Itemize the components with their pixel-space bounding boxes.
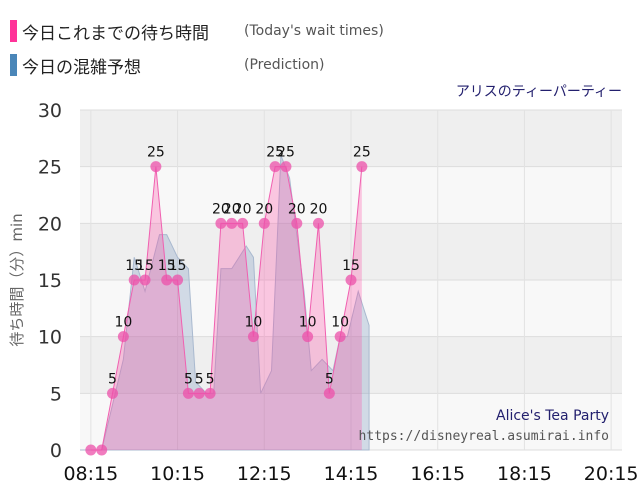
actual-point <box>323 387 335 399</box>
legend-actual-label: 今日これまでの待ち時間 <box>22 23 209 44</box>
actual-point <box>182 387 194 399</box>
data-label: 20 <box>255 201 273 217</box>
actual-point <box>247 331 259 343</box>
data-label: 15 <box>342 258 360 274</box>
data-label: 15 <box>136 258 154 274</box>
actual-point <box>161 274 173 286</box>
actual-point <box>237 217 249 229</box>
actual-point <box>96 444 108 456</box>
actual-point <box>128 274 140 286</box>
actual-point <box>291 217 303 229</box>
data-label: 20 <box>288 201 306 217</box>
data-label: 5 <box>206 371 215 387</box>
actual-point <box>85 444 97 456</box>
y-tick-label: 25 <box>38 157 62 179</box>
data-label: 5 <box>108 371 117 387</box>
legend: 今日これまでの待ち時間 (Today's wait times) 今日の混雑予想… <box>10 18 384 78</box>
actual-point <box>107 387 119 399</box>
data-label: 25 <box>266 145 284 161</box>
x-tick-label: 14:15 <box>324 463 379 485</box>
watermark-url: https://disneyreal.asumirai.info <box>359 429 609 444</box>
data-label: 10 <box>114 315 132 331</box>
legend-actual-swatch <box>10 20 17 42</box>
y-tick-label: 20 <box>38 213 62 235</box>
legend-prediction-sub: (Prediction) <box>244 57 325 73</box>
data-label: 25 <box>277 145 295 161</box>
x-tick-label: 18:15 <box>497 463 552 485</box>
data-label: 25 <box>353 145 371 161</box>
actual-point <box>334 331 346 343</box>
legend-prediction-label: 今日の混雑予想 <box>22 57 141 78</box>
actual-area <box>90 166 362 450</box>
y-tick-label: 10 <box>38 327 62 349</box>
data-label: 10 <box>245 315 263 331</box>
actual-point <box>302 331 314 343</box>
actual-point <box>269 161 281 173</box>
data-label: 20 <box>310 201 328 217</box>
legend-actual-sub: (Today's wait times) <box>244 23 384 39</box>
x-tick-label: 12:15 <box>237 463 292 485</box>
data-label: 15 <box>169 258 187 274</box>
actual-point <box>226 217 238 229</box>
y-tick-label: 15 <box>38 270 62 292</box>
actual-point <box>172 274 184 286</box>
data-label: 5 <box>195 371 204 387</box>
actual-point <box>356 161 368 173</box>
actual-point <box>193 387 205 399</box>
actual-point <box>139 274 151 286</box>
data-label: 15 <box>158 258 176 274</box>
actual-point <box>204 387 216 399</box>
actual-point <box>280 161 292 173</box>
actual-point <box>150 161 162 173</box>
legend-actual: 今日これまでの待ち時間 (Today's wait times) <box>10 18 384 44</box>
actual-point <box>215 217 227 229</box>
legend-prediction-swatch <box>10 54 17 76</box>
actual-point <box>117 331 129 343</box>
y-tick-label: 0 <box>50 440 62 462</box>
data-label: 20 <box>234 201 252 217</box>
x-tick-label: 10:15 <box>150 463 205 485</box>
legend-prediction: 今日の混雑予想 (Prediction) <box>10 52 384 78</box>
data-label: 20 <box>212 201 230 217</box>
x-tick-label: 08:15 <box>63 463 118 485</box>
data-label: 10 <box>331 315 349 331</box>
x-tick-label: 20:15 <box>584 463 639 485</box>
data-label: 10 <box>299 315 317 331</box>
data-label: 5 <box>184 371 193 387</box>
actual-point <box>345 274 357 286</box>
data-label: 25 <box>147 145 165 161</box>
actual-point <box>312 217 324 229</box>
data-label: 5 <box>325 371 334 387</box>
x-tick-label: 16:15 <box>410 463 465 485</box>
data-label: 20 <box>223 201 241 217</box>
actual-point <box>258 217 270 229</box>
data-label: 15 <box>125 258 143 274</box>
chart-title: アリスのティーパーティー <box>456 84 622 100</box>
y-tick-label: 5 <box>50 383 62 405</box>
watermark-en: Alice's Tea Party <box>496 408 609 424</box>
y-axis-label: 待ち時間（分）min <box>8 213 26 346</box>
y-tick-label: 30 <box>38 100 62 122</box>
